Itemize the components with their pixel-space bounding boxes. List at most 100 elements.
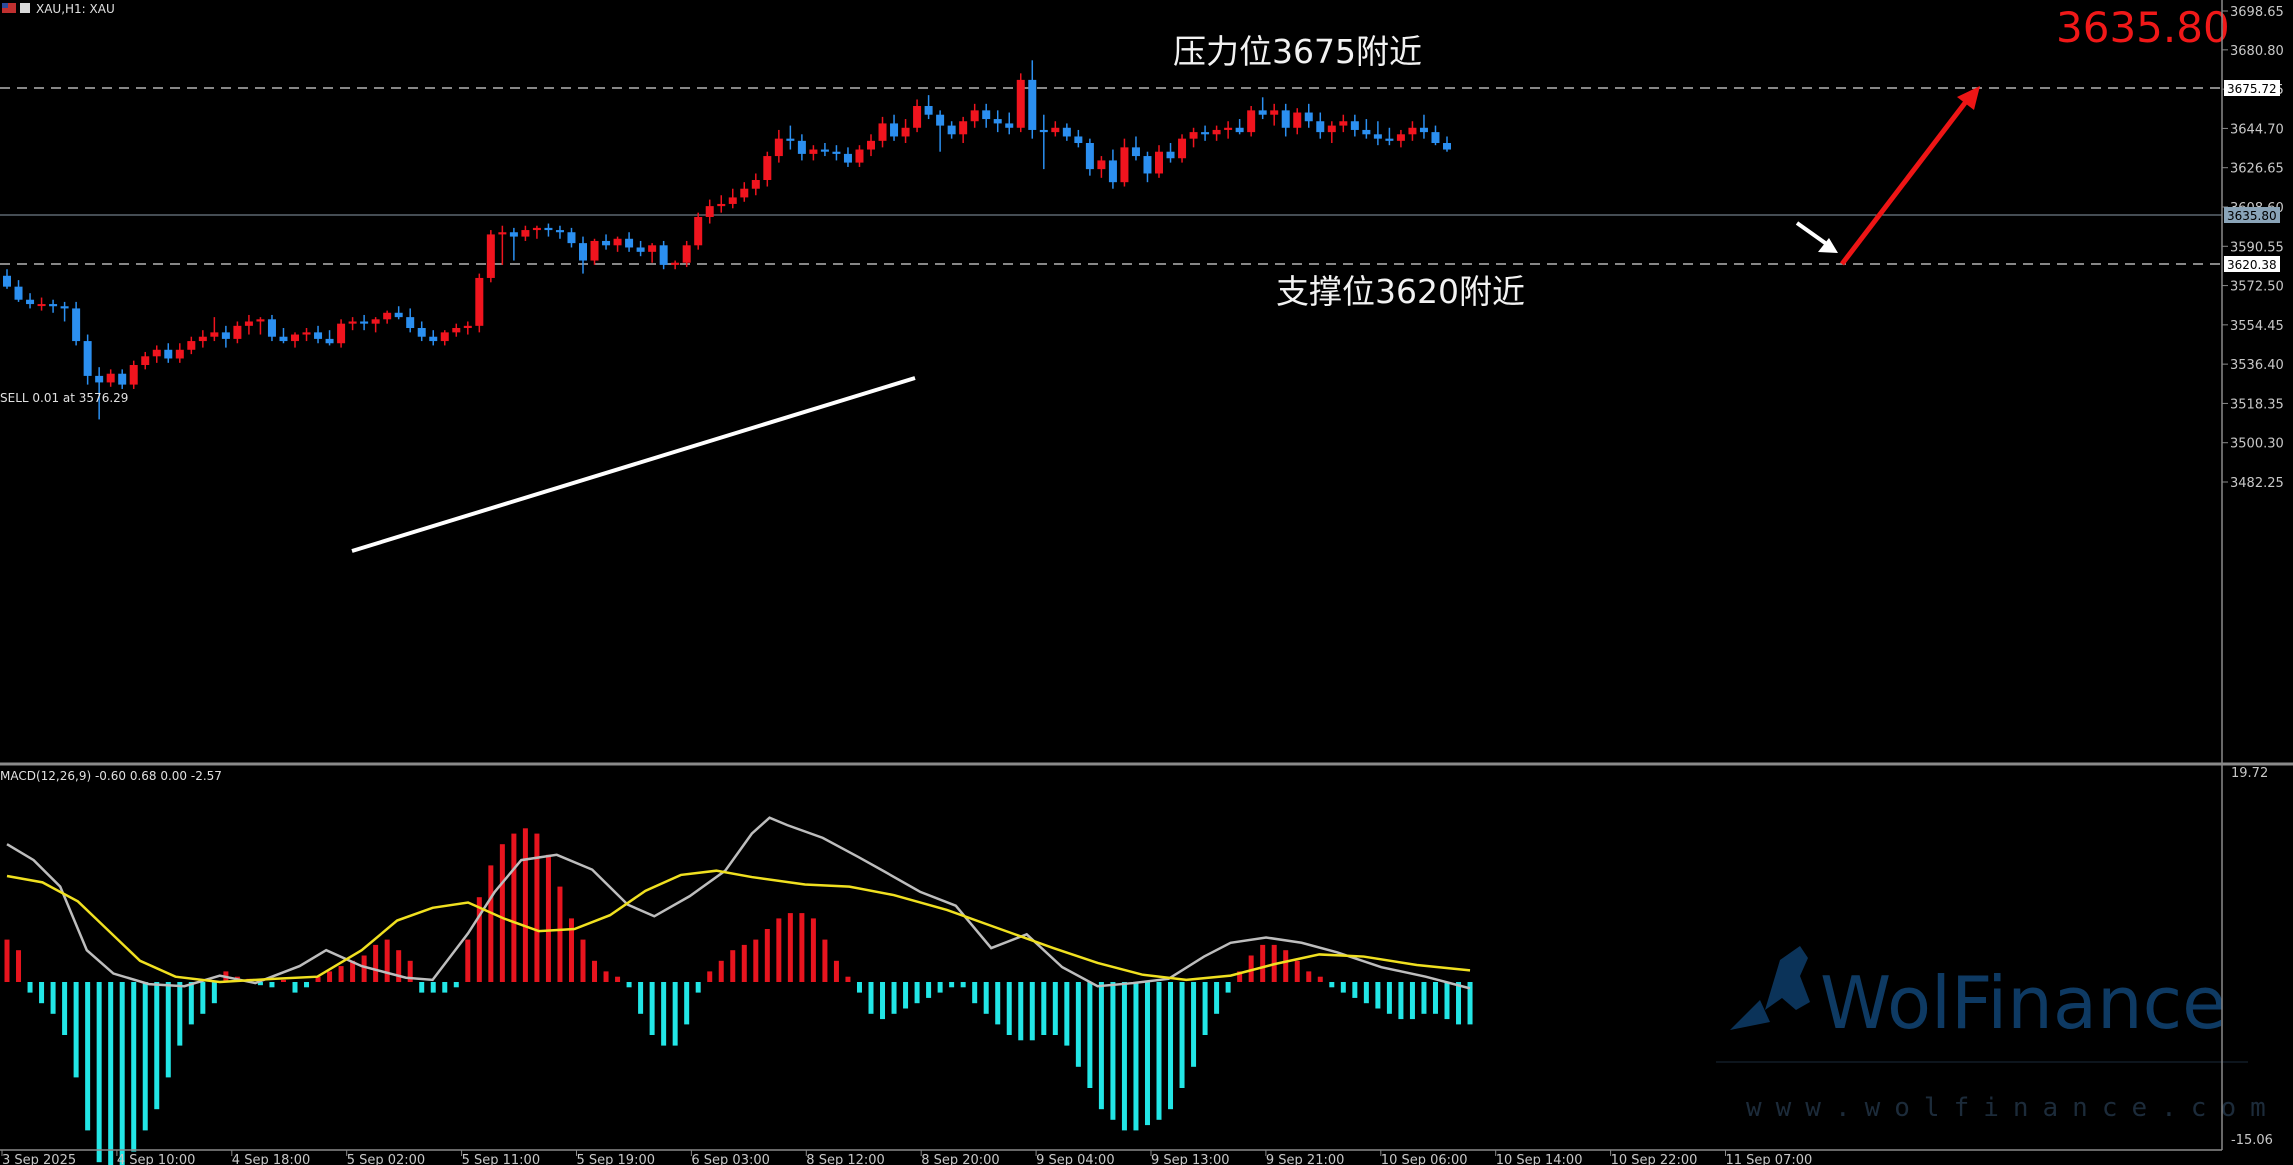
macd-bar (684, 982, 690, 1025)
candle-body (1120, 147, 1129, 183)
macd-bar (810, 918, 816, 982)
candle-body (809, 149, 818, 154)
candle-body (1108, 160, 1117, 183)
candle (671, 260, 680, 270)
candle-body (659, 245, 668, 265)
candle (452, 323, 461, 337)
candle (1201, 125, 1210, 141)
candle-body (475, 277, 484, 326)
macd-bar (972, 982, 978, 1004)
candle (1408, 121, 1417, 141)
macd-bar (753, 939, 759, 982)
macd-bar (499, 844, 505, 982)
candle-body (890, 123, 899, 137)
candle (1189, 127, 1198, 148)
support-annotation: 支撑位3620附近 (1276, 272, 1525, 311)
candle (1270, 103, 1279, 126)
candle-body (1350, 121, 1359, 130)
macd-bar (1306, 971, 1312, 982)
candle (659, 240, 668, 270)
candle (360, 314, 369, 331)
candle (740, 182, 749, 202)
candle (1085, 138, 1094, 176)
macd-bar (1329, 982, 1335, 988)
candle (1074, 129, 1083, 148)
candle-body (1074, 136, 1083, 144)
macd-bar (27, 982, 33, 993)
time-tick-label: 10 Sep 22:00 (1611, 1153, 1698, 1165)
macd-bar (787, 913, 793, 982)
macd-bar (868, 982, 874, 1014)
flag-icon (2, 3, 16, 13)
macd-bar (1375, 982, 1381, 1009)
candle (1224, 121, 1233, 139)
candle (867, 134, 875, 157)
macd-panel: MACD(12,26,9) -0.60 0.68 0.00 -2.57 19.7… (0, 766, 2273, 1165)
candle (325, 330, 334, 346)
time-tick-label: 9 Sep 21:00 (1266, 1153, 1345, 1165)
candle (1431, 125, 1440, 146)
candle-body (959, 121, 968, 135)
candle (486, 230, 495, 283)
candle-body (1316, 121, 1325, 133)
macd-bar (16, 950, 22, 982)
candle-body (970, 110, 979, 122)
candle-body (486, 234, 495, 278)
price-tick-label: 3644.70 (2230, 122, 2284, 137)
macd-bar (1110, 982, 1116, 1120)
candle (1166, 143, 1175, 163)
macd-bar (1064, 982, 1070, 1046)
time-axis: 3 Sep 2025 4 Sep 10:00 4 Sep 18:00 5 Sep 02… (1, 1150, 1812, 1165)
macd-bar (1260, 944, 1266, 982)
candle (959, 116, 968, 144)
price-tick-label: 3590.55 (2230, 240, 2284, 255)
candle-body (1189, 132, 1198, 139)
candle (210, 317, 219, 342)
trade-label[interactable]: SELL 0.01 at 3576.29 (0, 391, 128, 405)
macd-bar (407, 960, 413, 982)
macd-bar (1237, 971, 1243, 982)
candle-body (1396, 134, 1405, 141)
candle (717, 195, 726, 213)
macd-bar (545, 854, 551, 982)
candle (302, 328, 311, 342)
candle-body (774, 138, 783, 157)
candle-body (72, 308, 81, 342)
candle (3, 269, 11, 289)
macd-bar (707, 971, 713, 982)
candle-body (83, 341, 92, 376)
macd-bar (1144, 982, 1150, 1126)
macd-bar (880, 982, 886, 1020)
candle (625, 232, 634, 252)
candle (843, 147, 852, 167)
candle (993, 110, 1002, 133)
support-tag: 3620.38 (2227, 258, 2277, 272)
macd-bar (142, 982, 148, 1131)
forecast-arrows (1795, 86, 1980, 266)
candle (682, 240, 691, 268)
trendline[interactable] (351, 376, 916, 553)
macd-bar (62, 982, 68, 1035)
candle-body (1362, 129, 1371, 135)
candle-body (1408, 127, 1417, 135)
candle (1016, 73, 1025, 133)
candle-body (855, 149, 864, 163)
candle-body (498, 232, 507, 235)
candle-body (913, 106, 922, 128)
candle-body (371, 319, 380, 324)
candle-body (590, 240, 599, 261)
candle-body (1178, 138, 1187, 159)
macd-bar (764, 929, 770, 982)
candle-body (1247, 110, 1256, 133)
candle-body (1339, 121, 1348, 126)
candle-body (1443, 143, 1451, 150)
macd-bar (661, 982, 667, 1046)
candle-body (1143, 156, 1152, 174)
macd-bar (615, 976, 621, 982)
macd-bar (1075, 982, 1081, 1067)
candle-body (532, 227, 541, 231)
candle (763, 151, 772, 187)
price-tick-label: 3500.30 (2230, 437, 2284, 452)
candle (820, 143, 829, 157)
